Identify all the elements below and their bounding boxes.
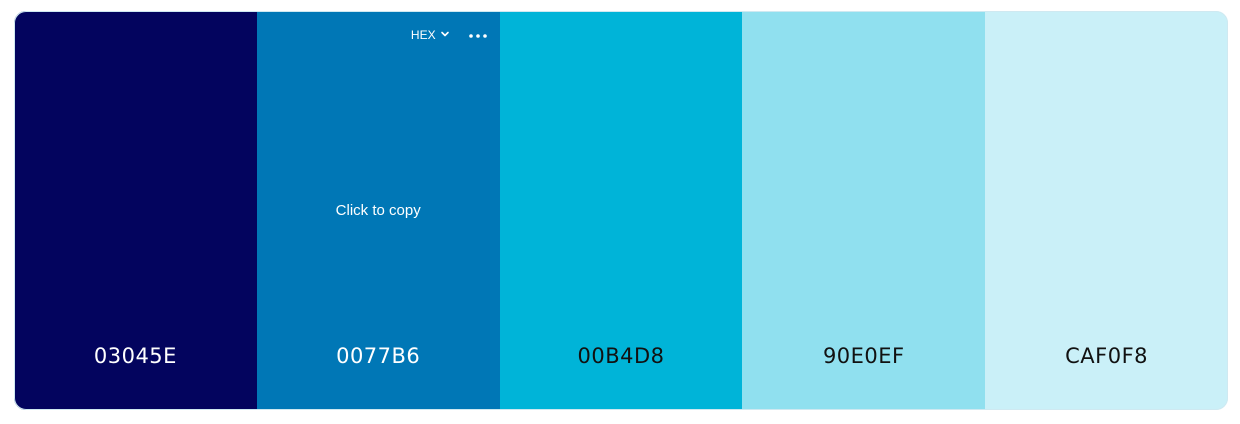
swatch-hex-label: 0077B6 <box>336 344 421 368</box>
click-to-copy-hint: Click to copy <box>335 202 421 219</box>
swatch-hex-label: 03045E <box>93 344 177 368</box>
swatch-hex-label: 90E0EF <box>822 344 905 368</box>
swatch-5[interactable]: CAF0F8 <box>985 11 1228 410</box>
swatch-3[interactable]: 00B4D8 <box>499 11 743 410</box>
more-horizontal-icon <box>468 26 488 44</box>
swatch-2[interactable]: HEX Click to copy 0077B6 <box>256 11 500 410</box>
more-options-button[interactable] <box>468 26 488 44</box>
format-label: HEX <box>410 28 436 42</box>
swatch-toolbar: HEX <box>411 26 488 44</box>
swatch-1[interactable]: 03045E <box>14 11 257 410</box>
swatch-hex-label: CAF0F8 <box>1065 344 1149 368</box>
swatch-4[interactable]: 90E0EF <box>742 11 986 410</box>
swatch-hex-label: 00B4D8 <box>577 344 665 368</box>
format-dropdown[interactable]: HEX <box>411 28 450 42</box>
chevron-down-icon <box>440 28 450 42</box>
color-palette: 03045E HEX Click to copy 0077B6 00B4D8 9… <box>14 11 1228 410</box>
